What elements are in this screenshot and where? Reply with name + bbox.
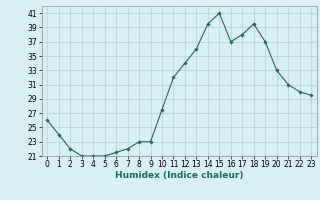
X-axis label: Humidex (Indice chaleur): Humidex (Indice chaleur) — [115, 171, 244, 180]
